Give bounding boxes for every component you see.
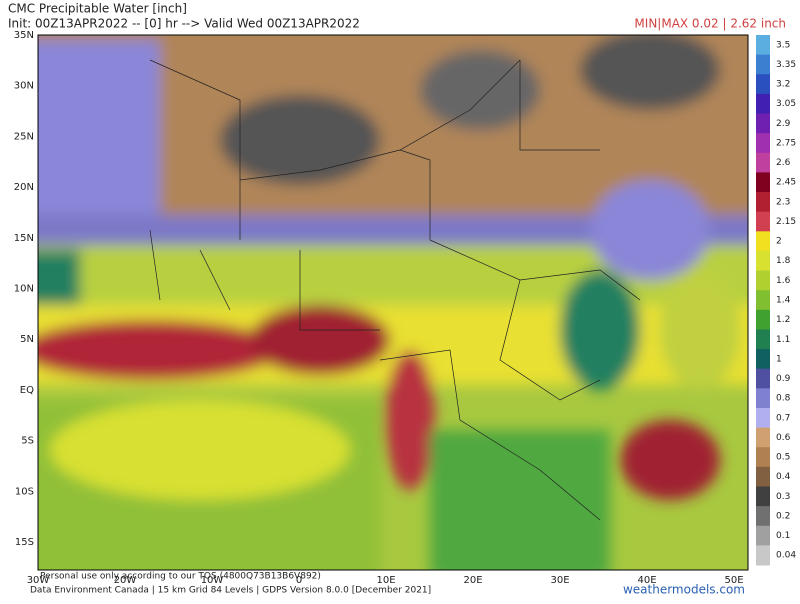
colorbar-swatch: [756, 486, 770, 507]
colorbar-label: 0.1: [776, 531, 790, 541]
colorbar-label: 2.6: [776, 158, 791, 168]
colorbar-label: 2.9: [776, 119, 791, 129]
colorbar-label: 3.35: [776, 60, 796, 70]
colorbar-label: 0.9: [776, 374, 791, 384]
lon-label: 50E: [724, 575, 743, 586]
lat-label: 10N: [14, 284, 34, 295]
terms: Personal use only according to our TOS (…: [40, 572, 321, 582]
colorbar-swatch: [756, 368, 770, 389]
colorbar-label: 0.04: [776, 551, 796, 561]
lat-label: 15S: [15, 537, 34, 548]
colorbar-label: 2.45: [776, 178, 796, 188]
colorbar-swatch: [756, 93, 770, 115]
lat-label: 30N: [14, 81, 34, 92]
colorbar-swatch: [756, 35, 770, 56]
colorbar-swatch: [756, 525, 770, 546]
colorbar-swatch: [756, 133, 770, 154]
lat-labels: 35N 30N 25N 20N 15N 10N 5N EQ 5S 10S 15S: [14, 30, 34, 548]
title: CMC Precipitable Water [inch]: [8, 2, 187, 16]
credit: Data Environment Canada | 15 km Grid 84 …: [30, 586, 431, 596]
lon-label: 40E: [637, 575, 656, 586]
lat-label: 10S: [15, 486, 34, 497]
colorbar-label: 0.7: [776, 413, 790, 423]
colorbar-label: 1.2: [776, 315, 790, 325]
colorbar-label: 0.5: [776, 453, 790, 463]
colorbar-label: 2.3: [776, 197, 790, 207]
colorbar-swatch: [756, 447, 770, 468]
colorbar-swatch: [756, 113, 770, 134]
colorbar-swatch: [756, 427, 770, 448]
colorbar-swatch: [756, 349, 770, 370]
colorbar-label: 3.05: [776, 99, 796, 109]
colorbar-swatch: [756, 152, 770, 173]
colorbar-swatch: [756, 270, 770, 291]
colorbar-swatch: [756, 172, 770, 193]
colorbar-label: 0.6: [776, 433, 791, 443]
colorbar-swatch: [756, 290, 770, 311]
lon-label: 10W: [201, 575, 224, 586]
colorbar-label: 1: [776, 354, 782, 364]
lon-label: 10E: [376, 575, 395, 586]
colorbar: 3.5 3.35 3.2 3.05 2.9 2.75 2.6 2.45 2.3 2.15 2 1.8 1…: [756, 35, 796, 566]
colorbar-label: 0.2: [776, 511, 790, 521]
lat-label: 35N: [14, 30, 34, 41]
lon-label: 0: [296, 575, 302, 586]
lon-labels: 30W 20W 10W 0 10E 20E 30E 40E 50E: [27, 575, 744, 586]
site: weathermodels.com: [623, 583, 745, 597]
colorbar-label: 1.6: [776, 276, 791, 286]
borders: [149, 59, 641, 521]
colorbar-swatch: [756, 250, 770, 272]
lat-label: EQ: [20, 385, 34, 396]
lat-label: 25N: [14, 131, 34, 142]
lat-label: 5N: [20, 334, 34, 345]
colorbar-label: 2.75: [776, 138, 796, 148]
lon-label: 20E: [463, 575, 482, 586]
colorbar-swatch: [756, 192, 770, 213]
lat-label: 5S: [21, 436, 34, 447]
colorbar-swatch: [756, 211, 770, 232]
colorbar-swatch: [756, 466, 770, 487]
colorbar-swatch: [756, 506, 770, 527]
colorbar-label: 2: [776, 237, 782, 247]
colorbar-label: 1.4: [776, 296, 791, 306]
map: [38, 35, 748, 570]
lat-label: 20N: [14, 182, 34, 193]
colorbar-swatch: [756, 388, 770, 409]
colorbar-swatch: [756, 231, 770, 252]
colorbar-label: 3.2: [776, 80, 790, 90]
colorbar-label: 0.4: [776, 472, 791, 482]
colorbar-swatch: [756, 74, 770, 95]
colorbar-swatch: [756, 309, 770, 330]
lon-label: 20W: [114, 575, 137, 586]
lon-label: 30W: [27, 575, 50, 586]
lat-label: 15N: [14, 233, 34, 244]
lon-label: 30E: [550, 575, 569, 586]
colorbar-swatch: [756, 54, 770, 75]
colorbar-label: 1.8: [776, 256, 791, 266]
colorbar-label: 1.1: [776, 335, 790, 345]
init-line: Init: 00Z13APR2022 -- [0] hr --> Valid W…: [8, 17, 360, 31]
colorbar-swatch: [756, 407, 770, 429]
colorbar-label: 3.5: [776, 40, 790, 50]
colorbar-label: 2.15: [776, 217, 796, 227]
min-max: MIN|MAX 0.02 | 2.62 inch: [634, 17, 786, 31]
colorbar-swatch: [756, 329, 770, 350]
colorbar-label: 0.3: [776, 492, 790, 502]
map-frame: [37, 34, 749, 571]
colorbar-label: 0.8: [776, 394, 791, 404]
colorbar-swatch: [756, 545, 770, 566]
